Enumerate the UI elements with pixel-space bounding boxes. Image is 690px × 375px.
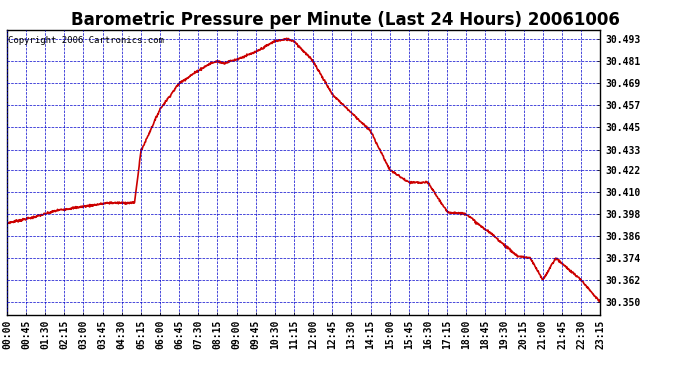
Text: Copyright 2006 Cartronics.com: Copyright 2006 Cartronics.com [8, 36, 164, 45]
Text: Barometric Pressure per Minute (Last 24 Hours) 20061006: Barometric Pressure per Minute (Last 24 … [70, 11, 620, 29]
